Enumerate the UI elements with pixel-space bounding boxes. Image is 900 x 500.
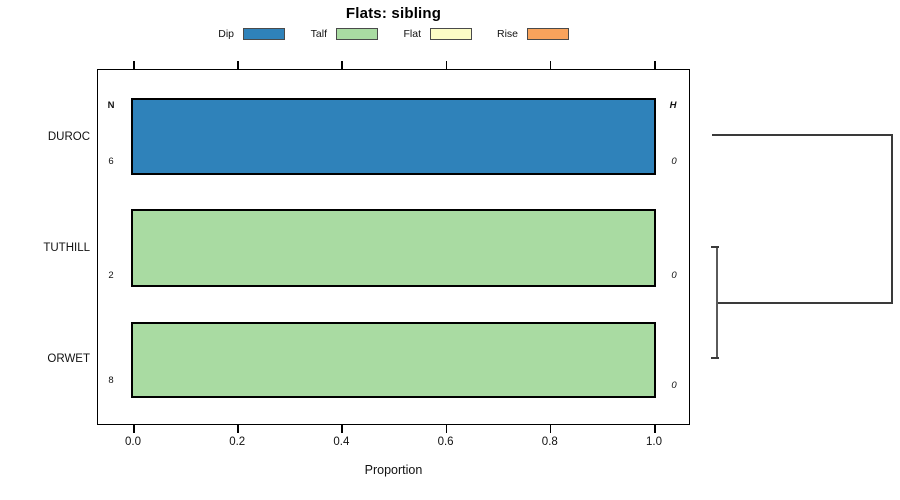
legend-label-dip: Dip [218, 28, 234, 40]
x-tick-label: 0.2 [229, 436, 246, 448]
legend-swatch-talf [336, 28, 378, 40]
legend-label-talf: Talf [310, 28, 327, 40]
axis-tick-bottom [341, 425, 343, 433]
axis-tick-bottom [445, 425, 448, 433]
axis-tick-top [445, 61, 448, 69]
axis-tick-top [549, 61, 552, 69]
height-column-header: H [669, 100, 677, 111]
count-value: 6 [108, 156, 114, 167]
bar-segment-duroc-dip [131, 98, 656, 175]
axis-tick-bottom [133, 425, 135, 433]
dendrogram-tuthill-leaf [711, 246, 719, 248]
category-label-tuthill: TUTHILL [43, 242, 90, 254]
axis-tick-bottom [237, 425, 239, 433]
x-tick-label: 0.8 [541, 436, 558, 448]
chart-title: Flats: sibling [345, 5, 442, 22]
count-value: 8 [108, 375, 114, 386]
height-value: 0 [671, 380, 677, 391]
axis-tick-bottom [549, 425, 552, 433]
dendrogram-root-link [891, 134, 893, 304]
bar-segment-orwet-talf [131, 322, 656, 398]
dendrogram-cluster-link [716, 247, 718, 359]
dendrogram-cluster-branch [717, 302, 893, 304]
count-value: 2 [108, 270, 114, 281]
legend-swatch-dip [243, 28, 285, 40]
height-value: 0 [671, 156, 677, 167]
x-tick-label: 0.6 [437, 436, 454, 448]
category-label-orwet: ORWET [47, 353, 90, 365]
axis-tick-top [133, 61, 135, 69]
axis-tick-top [341, 61, 343, 69]
axis-tick-bottom [654, 425, 656, 433]
x-axis-title: Proportion [364, 463, 423, 477]
legend-label-rise: Rise [496, 28, 518, 40]
x-tick-label: 0.0 [125, 436, 141, 448]
dendrogram-duroc-branch [712, 134, 892, 136]
plot-frame [97, 69, 690, 425]
x-tick-label: 1.0 [646, 436, 662, 448]
axis-tick-top [654, 61, 656, 69]
legend-swatch-rise [527, 28, 569, 40]
dendrogram-orwet-leaf [711, 357, 719, 359]
category-label-duroc: DUROC [47, 131, 90, 143]
axis-tick-top [237, 61, 239, 69]
legend-swatch-flat [430, 28, 472, 40]
legend-label-flat: Flat [403, 28, 421, 40]
x-tick-label: 0.4 [333, 436, 350, 448]
count-column-header: N [107, 100, 115, 111]
bar-segment-tuthill-talf [131, 209, 656, 287]
height-value: 0 [671, 270, 677, 281]
